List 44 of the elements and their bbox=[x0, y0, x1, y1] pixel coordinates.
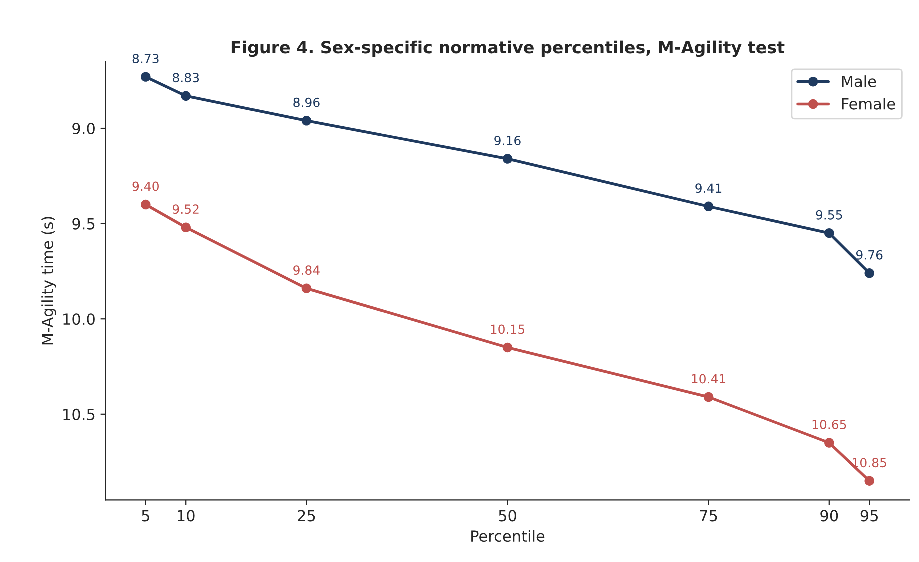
x-tick-label: 90 bbox=[820, 510, 838, 522]
point bbox=[824, 438, 834, 448]
x-tick-label: 50 bbox=[499, 510, 516, 522]
data-label: 10.85 bbox=[853, 458, 886, 468]
point bbox=[141, 200, 151, 210]
x-axis-title: Percentile bbox=[472, 530, 545, 542]
x-tick-label: 75 bbox=[700, 510, 718, 522]
point bbox=[502, 342, 513, 353]
data-label: 10.65 bbox=[812, 420, 846, 430]
legend-label: Female bbox=[842, 98, 896, 110]
data-label: 10.15 bbox=[491, 324, 525, 334]
y-tick-label: 10.0 bbox=[64, 314, 95, 326]
point bbox=[704, 392, 714, 402]
y-tick-label: 10.5 bbox=[64, 408, 95, 420]
point bbox=[704, 202, 714, 212]
data-label: 10.41 bbox=[692, 374, 726, 384]
y-axis-title: M-Agility time (s) bbox=[42, 217, 56, 345]
data-label: 9.52 bbox=[172, 204, 199, 214]
data-label: 9.16 bbox=[494, 136, 521, 146]
point bbox=[181, 222, 191, 232]
data-label: 9.84 bbox=[294, 266, 320, 276]
point bbox=[141, 72, 151, 82]
point bbox=[864, 268, 874, 278]
data-label: 8.96 bbox=[294, 98, 320, 108]
x-tick-label: 95 bbox=[860, 510, 878, 522]
point bbox=[302, 116, 312, 126]
x-tick-label: 25 bbox=[298, 510, 316, 522]
x-tick-label: 5 bbox=[142, 510, 150, 522]
data-label: 9.76 bbox=[856, 250, 883, 260]
point bbox=[181, 91, 191, 101]
x-tick-label: 10 bbox=[178, 510, 195, 522]
point bbox=[502, 154, 513, 164]
point bbox=[824, 228, 834, 238]
data-label: 9.41 bbox=[696, 184, 722, 194]
y-tick-label: 9.0 bbox=[72, 122, 95, 135]
chart-title: Figure 4. Sex-specific normative percentiles, M-Agility test bbox=[232, 40, 785, 58]
data-label: 8.83 bbox=[173, 73, 200, 83]
data-label: 9.55 bbox=[816, 210, 842, 220]
point bbox=[864, 476, 874, 486]
point bbox=[302, 284, 312, 294]
data-label: 9.40 bbox=[132, 182, 159, 192]
y-tick-label: 9.5 bbox=[72, 218, 95, 230]
data-label: 8.73 bbox=[132, 54, 159, 64]
legend-label: Male bbox=[842, 76, 876, 88]
